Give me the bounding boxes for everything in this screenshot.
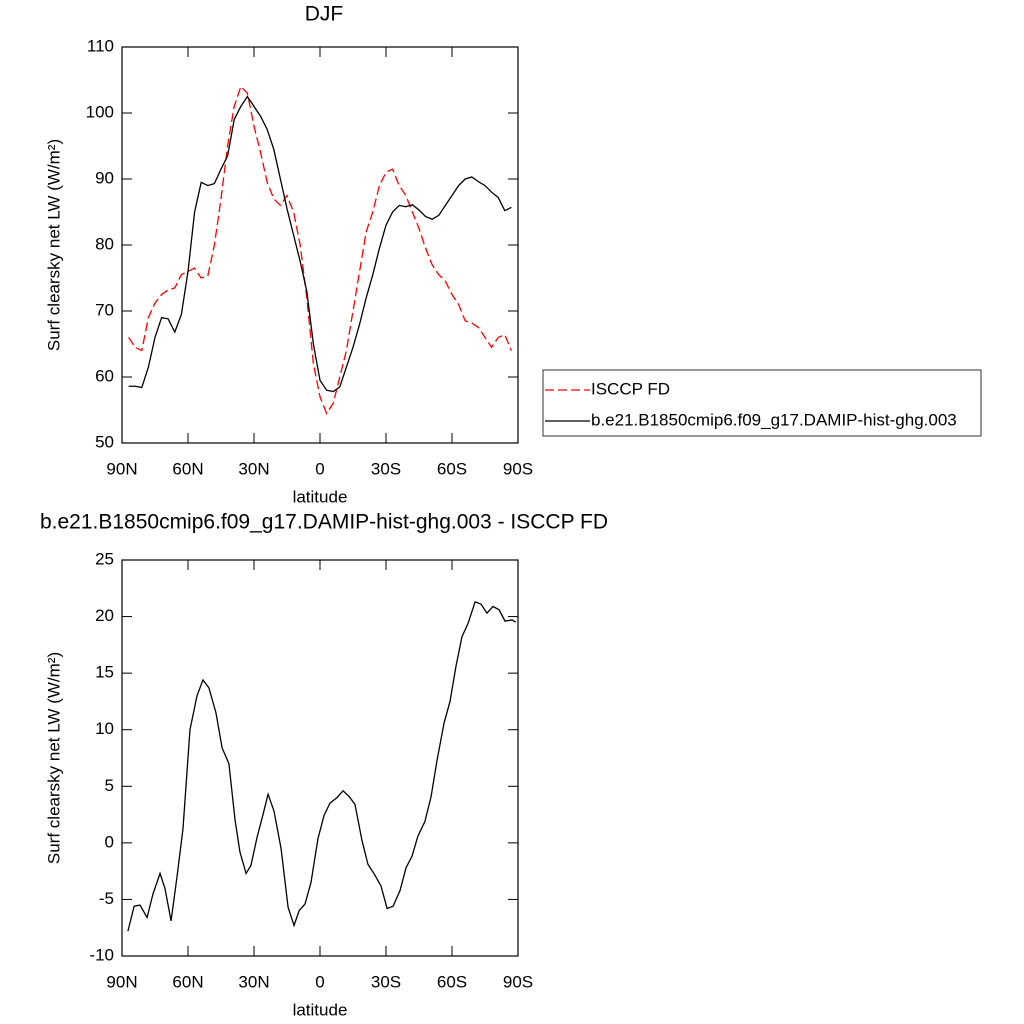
data-line	[127, 601, 517, 932]
x-tick-label: 90N	[106, 972, 137, 991]
x-tick-label: 30N	[238, 459, 269, 478]
y-tick-label: 80	[95, 234, 114, 253]
x-tick-label: 30S	[371, 459, 401, 478]
y-tick-label: 15	[95, 663, 114, 682]
x-tick-label: 60N	[172, 972, 203, 991]
y-tick-label: 0	[105, 832, 114, 851]
legend-label: b.e21.B1850cmip6.f09_g17.DAMIP-hist-ghg.…	[591, 410, 957, 429]
y-tick-label: 25	[95, 549, 114, 568]
y-tick-label: 50	[95, 432, 114, 451]
y-tick-label: 70	[95, 300, 114, 319]
y-tick-label: -5	[99, 889, 114, 908]
y-tick-label: -10	[89, 945, 114, 964]
y-tick-label: 60	[95, 366, 114, 385]
x-axis-label: latitude	[293, 487, 348, 506]
x-tick-label: 0	[315, 459, 324, 478]
x-tick-label: 30S	[371, 972, 401, 991]
data-line	[128, 95, 512, 393]
y-tick-label: 10	[95, 719, 114, 738]
y-tick-label: 90	[95, 168, 114, 187]
y-tick-label: 110	[87, 36, 114, 55]
legend-box	[542, 369, 982, 437]
y-tick-label: 20	[95, 606, 114, 625]
legend-label: ISCCP FD	[591, 379, 670, 398]
x-tick-label: 60S	[437, 972, 467, 991]
x-tick-label: 90S	[503, 459, 533, 478]
x-axis-label: latitude	[293, 1000, 348, 1019]
plot-frame	[121, 559, 519, 957]
y-tick-label: 5	[105, 776, 114, 795]
y-axis-label: Surf clearsky net LW (W/m²)	[44, 139, 63, 351]
x-tick-label: 60N	[172, 459, 203, 478]
chart-title: b.e21.B1850cmip6.f09_g17.DAMIP-hist-ghg.…	[40, 511, 608, 534]
x-tick-label: 90N	[106, 459, 137, 478]
x-tick-label: 60S	[437, 459, 467, 478]
x-tick-label: 90S	[503, 972, 533, 991]
plot-frame	[121, 46, 519, 444]
y-axis-label: Surf clearsky net LW (W/m²)	[44, 652, 63, 864]
x-tick-label: 0	[315, 972, 324, 991]
data-line	[128, 85, 512, 415]
x-tick-label: 30N	[238, 972, 269, 991]
y-tick-label: 100	[86, 102, 114, 121]
chart-title: DJF	[305, 3, 344, 26]
